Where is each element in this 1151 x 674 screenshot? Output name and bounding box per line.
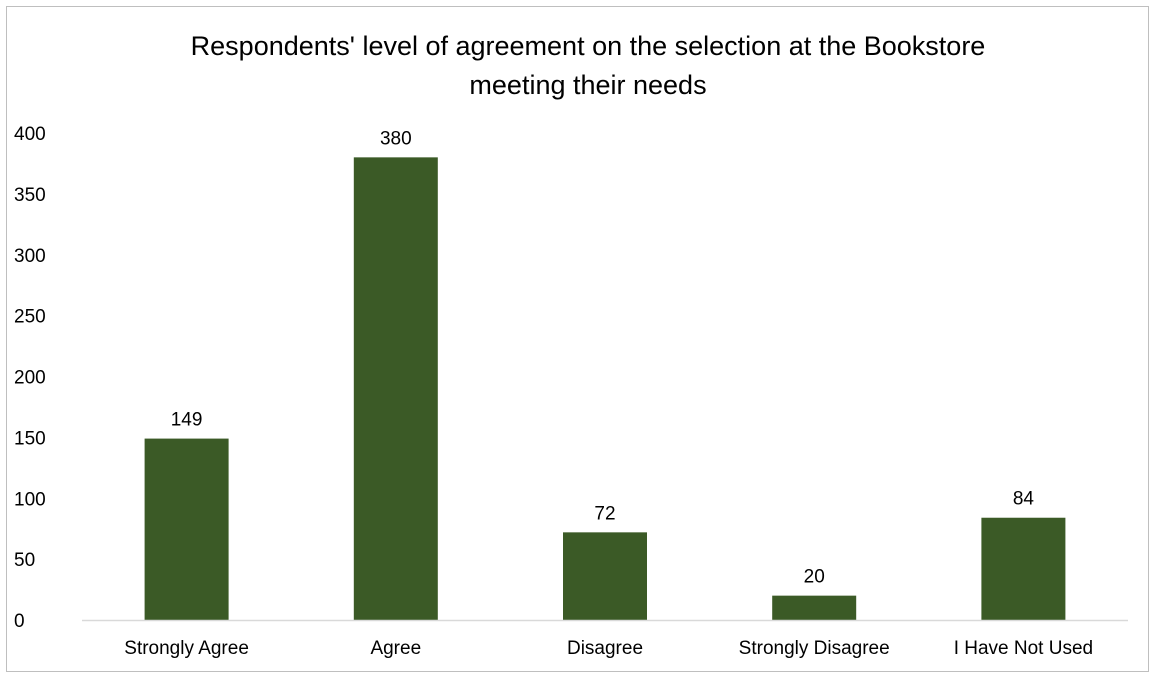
- bar: [563, 532, 647, 620]
- y-tick-label: 0: [14, 611, 25, 632]
- y-tick-label: 250: [14, 307, 46, 328]
- bar: [772, 595, 857, 620]
- x-axis-labels: Strongly Agree Agree Disagree Strongly Disa…: [124, 638, 1093, 659]
- x-tick-label: Disagree: [567, 638, 643, 659]
- data-labels: 149 380 72 20 84: [171, 128, 1035, 587]
- x-tick-label: I Have Not Used: [954, 638, 1093, 659]
- data-label: 20: [804, 567, 825, 588]
- x-tick-label: Strongly Disagree: [739, 638, 890, 659]
- y-tick-label: 100: [14, 489, 46, 510]
- y-tick-label: 350: [14, 185, 46, 206]
- bar: [981, 517, 1066, 620]
- data-label: 380: [380, 128, 412, 149]
- y-tick-label: 200: [14, 368, 46, 389]
- chart-title-line-1: Respondents' level of agreement on the s…: [191, 31, 986, 61]
- y-axis-ticks: 0 50 100 150 200 250 300 350 400: [14, 124, 46, 632]
- bar: [144, 438, 229, 620]
- data-label: 84: [1013, 489, 1035, 510]
- y-tick-label: 50: [14, 550, 35, 571]
- x-tick-label: Strongly Agree: [124, 638, 249, 659]
- bar: [353, 157, 438, 620]
- y-tick-label: 150: [14, 428, 46, 449]
- y-tick-label: 400: [14, 124, 46, 145]
- chart-title-line-2: meeting their needs: [469, 70, 706, 100]
- bars: [144, 157, 1066, 620]
- y-tick-label: 300: [14, 246, 46, 267]
- data-label: 72: [594, 503, 615, 524]
- data-label: 149: [171, 410, 203, 431]
- x-tick-label: Agree: [370, 638, 421, 659]
